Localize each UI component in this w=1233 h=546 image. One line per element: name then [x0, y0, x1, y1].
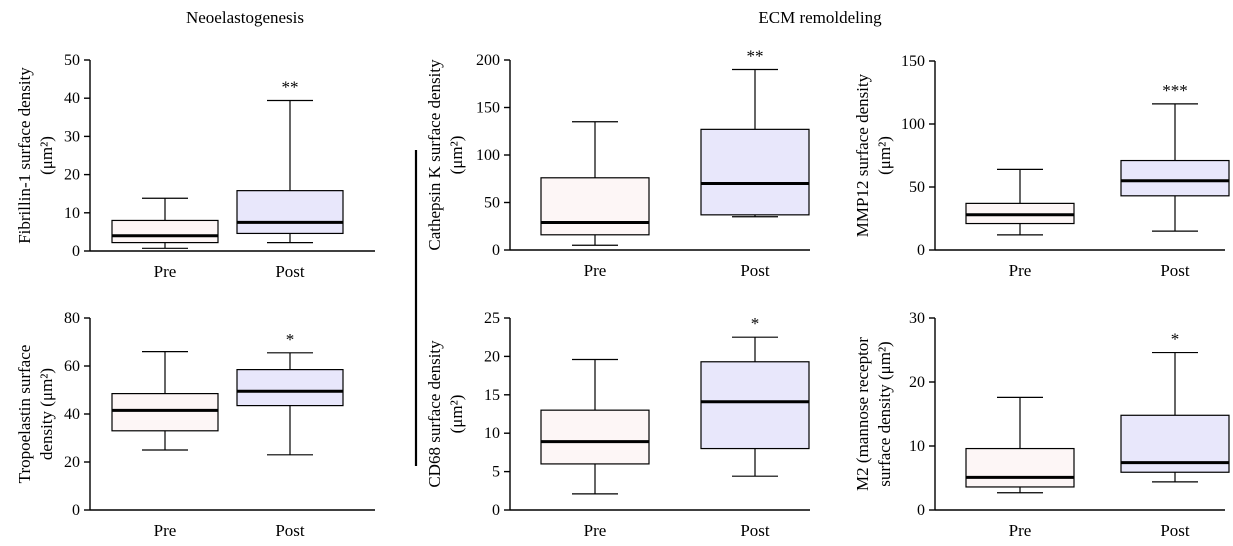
significance-label: **	[282, 77, 299, 96]
box-post	[236, 99, 344, 244]
y-axis-label-line: density (μm²)	[37, 368, 56, 460]
x-category-label: Post	[740, 261, 770, 280]
box-post	[236, 352, 344, 456]
significance-label: *	[751, 314, 760, 333]
y-axis-label: CD68 surface density (μm²)	[425, 340, 466, 488]
iqr-box	[540, 409, 650, 465]
box-post	[700, 68, 810, 218]
y-tick-label: 0	[492, 242, 500, 259]
box-pre	[965, 396, 1075, 494]
y-axis-label-line: Fibrillin-1 surface density	[15, 67, 34, 244]
box-post	[1120, 103, 1230, 232]
y-tick-label: 15	[484, 387, 500, 404]
y-tick-label: 10	[64, 205, 80, 222]
x-category-label: Post	[1160, 261, 1190, 280]
section-title-neoelastogenesis: Neoelastogenesis	[186, 8, 304, 27]
iqr-box	[700, 361, 810, 450]
y-tick-label: 150	[476, 100, 500, 117]
y-tick-label: 0	[492, 502, 500, 519]
y-axis-label: Cathepsin K surface density (μm²)	[425, 59, 466, 251]
chart-panel-5: 0 5 10 15 20 25 CD68 surface density (μm²) Pre Po…	[425, 310, 810, 540]
box-pre	[965, 168, 1075, 236]
significance-label: ***	[1162, 81, 1188, 100]
y-tick-label: 0	[917, 502, 925, 519]
y-tick-label: 0	[72, 243, 80, 260]
y-tick-label: 40	[64, 406, 80, 423]
chart-panel-6: 0 10 20 30 M2 (mannose receptor surface densi…	[853, 310, 1230, 540]
y-tick-label: 20	[64, 454, 80, 471]
x-category-label: Post	[275, 521, 305, 540]
y-tick-label: 5	[492, 464, 500, 481]
y-tick-label: 20	[909, 374, 925, 391]
box-post	[1120, 351, 1230, 483]
y-tick-label: 200	[476, 52, 500, 69]
iqr-box	[965, 447, 1075, 488]
y-tick-label: 100	[476, 147, 500, 164]
y-axis-label: Tropoelastin surface density (μm²)	[15, 345, 56, 484]
box-pre	[540, 121, 650, 246]
chart-panel-2: 0 50 100 150 200 Cathepsin K surface density(…	[425, 47, 810, 280]
y-tick-label: 50	[484, 195, 500, 212]
box-post	[700, 336, 810, 477]
iqr-box	[540, 177, 650, 236]
x-category-label: Post	[740, 521, 770, 540]
chart-panel-1: 0 10 20 30 40 50 Fibrillin-1 surface density (μ…	[15, 52, 375, 281]
y-tick-label: 10	[484, 425, 500, 442]
y-axis-label: MMP12 surface density (μm²)	[853, 73, 894, 237]
y-tick-label: 10	[909, 438, 925, 455]
iqr-box	[111, 219, 219, 244]
significance-label: **	[747, 47, 764, 66]
iqr-box	[1120, 159, 1230, 197]
y-tick-label: 0	[72, 502, 80, 519]
box-pre	[540, 358, 650, 495]
significance-label: *	[1171, 330, 1180, 349]
y-tick-label: 60	[64, 358, 80, 375]
chart-panel-3: 0 50 100 150 MMP12 surface density (μm²) Pre Po…	[853, 53, 1230, 280]
y-tick-label: 25	[484, 310, 500, 327]
iqr-box	[236, 369, 344, 407]
x-category-label: Post	[1160, 521, 1190, 540]
y-axis-label-line: MMP12 surface density	[853, 73, 872, 237]
box-pre	[111, 197, 219, 249]
y-tick-label: 30	[64, 128, 80, 145]
x-category-label: Pre	[584, 521, 607, 540]
y-axis-label-line: (μm²)	[37, 136, 56, 175]
y-tick-label: 20	[484, 348, 500, 365]
iqr-box	[700, 128, 810, 216]
y-axis-label-line: CD68 surface density	[425, 340, 444, 488]
x-category-label: Pre	[1009, 521, 1032, 540]
y-tick-label: 80	[64, 310, 80, 327]
y-axis-label-line: surface density (μm²)	[875, 341, 894, 486]
x-category-label: Pre	[1009, 261, 1032, 280]
y-axis-label-line: Cathepsin K surface density	[425, 59, 444, 251]
y-tick-label: 40	[64, 90, 80, 107]
section-title-ecm-remodeling: ECM remoldeling	[758, 8, 882, 27]
x-category-label: Pre	[584, 261, 607, 280]
y-tick-label: 30	[909, 310, 925, 327]
y-tick-label: 50	[909, 179, 925, 196]
box-pre	[111, 351, 219, 451]
y-tick-label: 50	[64, 52, 80, 69]
iqr-box	[236, 190, 344, 235]
y-axis-label-line: M2 (mannose receptor	[853, 337, 872, 491]
iqr-box	[111, 393, 219, 432]
significance-label: *	[286, 330, 295, 349]
y-tick-label: 20	[64, 167, 80, 184]
x-category-label: Post	[275, 262, 305, 281]
y-tick-label: 100	[901, 116, 925, 133]
y-tick-label: 0	[917, 242, 925, 259]
y-axis-label: Fibrillin-1 surface density (μm²)	[15, 67, 56, 244]
y-axis-label: M2 (mannose receptor surface density (μm²…	[853, 337, 894, 491]
y-axis-label-line: Tropoelastin surface	[15, 345, 34, 484]
y-tick-label: 150	[901, 53, 925, 70]
y-axis-label-line: (μm²)	[447, 136, 466, 175]
chart-panel-4: 0 20 40 60 80 Tropoelastin surface density (μm…	[15, 310, 375, 540]
y-axis-label-line: (μm²)	[447, 395, 466, 434]
x-category-label: Pre	[154, 521, 177, 540]
y-axis-label-line: (μm²)	[875, 136, 894, 175]
x-category-label: Pre	[154, 262, 177, 281]
